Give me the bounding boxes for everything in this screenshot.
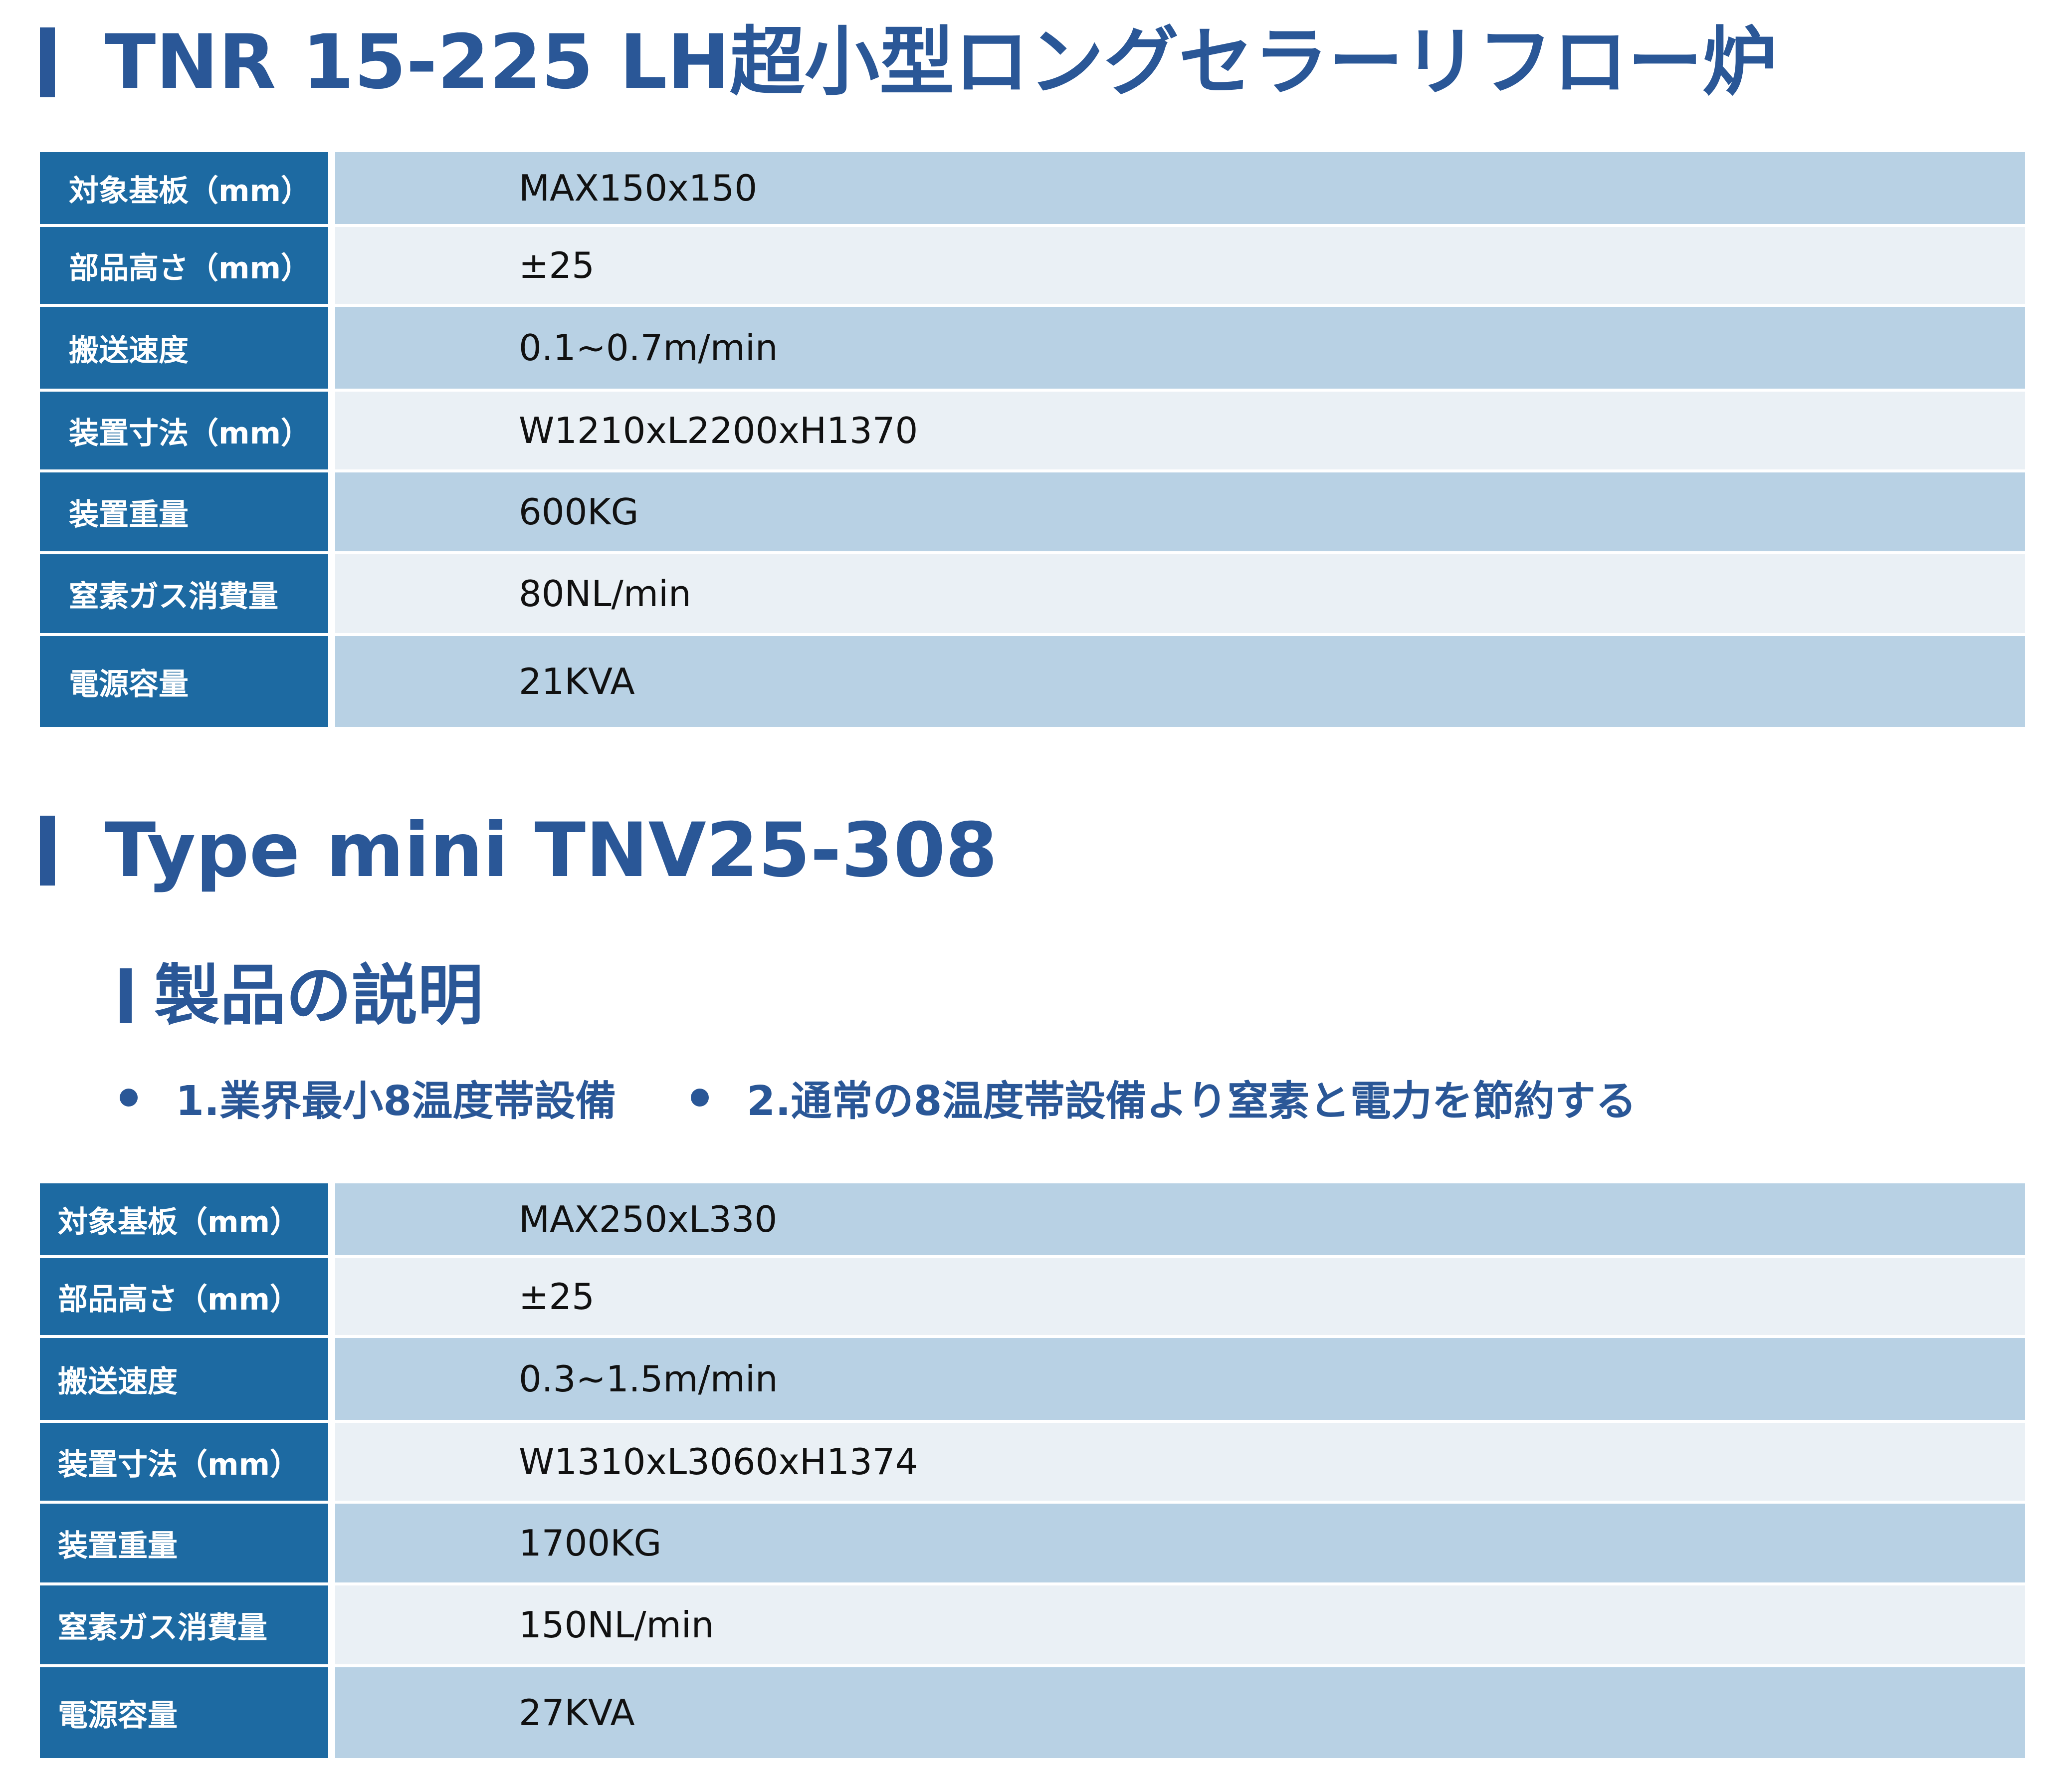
spec-value: 80NL/min xyxy=(335,554,2025,636)
spec-value: 21KVA xyxy=(335,636,2025,727)
spec-label: 装置寸法（mm） xyxy=(40,1423,328,1504)
spec-table-2: 対象基板（mm） MAX250xL330 部品高さ（mm） ±25 搬送速度 0… xyxy=(40,1183,2025,1758)
spec-value: W1310xL3060xH1374 xyxy=(335,1423,2025,1504)
heading-accent-bar xyxy=(40,27,55,97)
spec-value: MAX250xL330 xyxy=(335,1183,2025,1258)
spec-row: 電源容量 21KVA xyxy=(40,636,2025,727)
bullet-dot-icon xyxy=(120,1088,138,1107)
spec-row: 部品高さ（mm） ±25 xyxy=(40,1258,2025,1338)
spec-row: 装置重量 600KG xyxy=(40,472,2025,554)
spec-label: 電源容量 xyxy=(40,1667,328,1758)
spec-table-1: 対象基板（mm） MAX150x150 部品高さ（mm） ±25 搬送速度 0.… xyxy=(40,152,2025,727)
spec-row: 電源容量 27KVA xyxy=(40,1667,2025,1758)
section1-title: TNR 15-225 LH超小型ロングセラーリフロー炉 xyxy=(105,19,1778,106)
spec-label: 搬送速度 xyxy=(40,1338,328,1423)
spec-row: 部品高さ（mm） ±25 xyxy=(40,227,2025,307)
spec-value: 0.3~1.5m/min xyxy=(335,1338,2025,1423)
spec-row: 窒素ガス消費量 80NL/min xyxy=(40,554,2025,636)
spec-row: 装置寸法（mm） W1210xL2200xH1370 xyxy=(40,392,2025,472)
spec-label: 部品高さ（mm） xyxy=(40,1258,328,1338)
spec-value: 600KG xyxy=(335,472,2025,554)
spec-value: 1700KG xyxy=(335,1504,2025,1585)
section1-heading: TNR 15-225 LH超小型ロングセラーリフロー炉 xyxy=(40,25,1777,100)
bullet-item: 1.業界最小8温度帯設備 xyxy=(120,1068,616,1127)
spec-label: 対象基板（mm） xyxy=(40,152,328,227)
spec-label: 対象基板（mm） xyxy=(40,1183,328,1258)
spec-row: 搬送速度 0.3~1.5m/min xyxy=(40,1338,2025,1423)
bullet-dot-icon xyxy=(691,1088,709,1107)
heading-accent-bar xyxy=(40,816,55,886)
spec-label: 搬送速度 xyxy=(40,307,328,392)
spec-label: 装置寸法（mm） xyxy=(40,392,328,472)
heading-accent-bar xyxy=(120,968,132,1023)
spec-value: 27KVA xyxy=(335,1667,2025,1758)
spec-value: ±25 xyxy=(335,1258,2025,1338)
feature-bullets: 1.業界最小8温度帯設備 2.通常の8温度帯設備より窒素と電力を節約する xyxy=(120,1068,1637,1127)
section2-heading: Type mini TNV25-308 xyxy=(40,813,998,888)
spec-label: 電源容量 xyxy=(40,636,328,727)
section2-title: Type mini TNV25-308 xyxy=(105,807,998,894)
product-description-heading: 製品の説明 xyxy=(120,963,483,1029)
spec-label: 装置重量 xyxy=(40,1504,328,1585)
spec-row: 対象基板（mm） MAX250xL330 xyxy=(40,1183,2025,1258)
spec-value: 0.1~0.7m/min xyxy=(335,307,2025,392)
spec-label: 窒素ガス消費量 xyxy=(40,554,328,636)
bullet-text: 2.通常の8温度帯設備より窒素と電力を節約する xyxy=(747,1078,1637,1125)
spec-label: 部品高さ（mm） xyxy=(40,227,328,307)
spec-label: 装置重量 xyxy=(40,472,328,554)
spec-value: MAX150x150 xyxy=(335,152,2025,227)
bullet-item: 2.通常の8温度帯設備より窒素と電力を節約する xyxy=(691,1068,1637,1127)
spec-value: ±25 xyxy=(335,227,2025,307)
bullet-text: 1.業界最小8温度帯設備 xyxy=(176,1078,617,1125)
spec-value: W1210xL2200xH1370 xyxy=(335,392,2025,472)
spec-row: 窒素ガス消費量 150NL/min xyxy=(40,1585,2025,1667)
spec-row: 装置重量 1700KG xyxy=(40,1504,2025,1585)
spec-row: 装置寸法（mm） W1310xL3060xH1374 xyxy=(40,1423,2025,1504)
spec-row: 搬送速度 0.1~0.7m/min xyxy=(40,307,2025,392)
spec-value: 150NL/min xyxy=(335,1585,2025,1667)
spec-label: 窒素ガス消費量 xyxy=(40,1585,328,1667)
spec-row: 対象基板（mm） MAX150x150 xyxy=(40,152,2025,227)
subheading-text: 製品の説明 xyxy=(154,957,483,1034)
